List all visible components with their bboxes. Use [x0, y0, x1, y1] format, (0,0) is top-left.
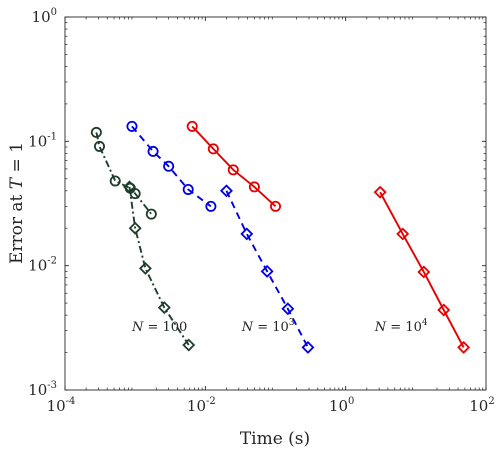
x-tick-label: 102: [469, 396, 494, 415]
series-line: [379, 191, 465, 348]
data-point-circle: [109, 175, 121, 187]
axis-ticks: 10-4 10-2 100 102 10-3 10-2 10-1 100: [28, 7, 495, 415]
y-tick-label: 10-1: [28, 131, 57, 150]
series-annotation: N = 100: [131, 320, 187, 335]
x-axis-label: Time (s): [240, 429, 310, 449]
data-point-circle: [145, 208, 157, 220]
series-diamond: [123, 180, 196, 352]
data-point-diamond: [240, 227, 254, 241]
data-point-diamond: [281, 302, 295, 316]
data-point-circle: [93, 140, 105, 152]
y-tick-label: 10-3: [28, 380, 57, 399]
data-point-diamond: [373, 185, 387, 199]
data-point-diamond: [182, 338, 196, 352]
series-diamond: [373, 185, 471, 354]
data-point-diamond: [123, 180, 136, 194]
y-tick-label: 10-2: [28, 256, 57, 275]
data-point-diamond: [396, 227, 410, 241]
data-point-diamond: [417, 265, 431, 279]
series-circle: [186, 120, 281, 212]
data-point-circle: [205, 200, 217, 212]
plot-area: [64, 16, 487, 391]
data-point-circle: [182, 183, 194, 195]
series-annotation: N = 104: [374, 318, 428, 335]
annotations: N = 100 N = 103 N = 104: [131, 318, 428, 335]
series-annotation: N = 103: [241, 318, 295, 335]
data-point-diamond: [157, 301, 171, 315]
data-point-circle: [90, 126, 102, 138]
data-point-circle: [186, 120, 198, 132]
data-point-diamond: [260, 264, 274, 278]
data-point-circle: [147, 145, 159, 157]
data-point-diamond: [128, 221, 142, 235]
data-point-circle: [207, 143, 219, 155]
x-tick-label: 10-2: [187, 396, 216, 415]
data-point-circle: [227, 164, 239, 176]
x-tick-label: 100: [329, 396, 354, 415]
data-point-circle: [269, 200, 281, 212]
data-point-diamond: [437, 303, 451, 317]
series-line: [191, 125, 277, 208]
data-point-diamond: [219, 184, 233, 198]
series-line: [225, 190, 309, 348]
series-line: [131, 125, 212, 208]
data-point-diamond: [138, 261, 152, 275]
x-tick-label: 10-4: [47, 396, 76, 415]
series-circle: [126, 120, 217, 212]
data-point-circle: [248, 181, 260, 193]
data-point-diamond: [457, 340, 471, 354]
data-point-diamond: [301, 340, 315, 354]
data-series: [90, 120, 471, 354]
series-line: [128, 186, 190, 346]
data-point-circle: [126, 120, 138, 132]
y-tick-label: 100: [32, 7, 57, 26]
series-diamond: [219, 184, 315, 354]
y-axis-label: Error at T = 1: [7, 142, 27, 264]
data-point-circle: [163, 160, 175, 172]
